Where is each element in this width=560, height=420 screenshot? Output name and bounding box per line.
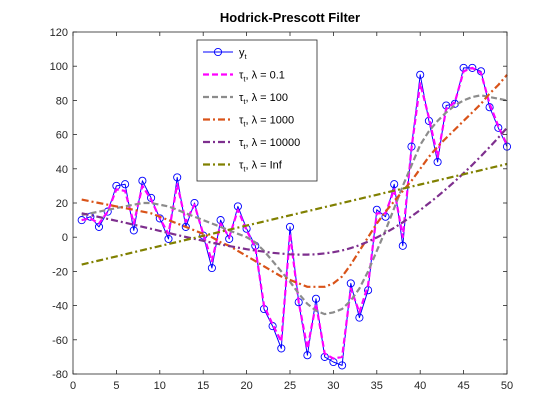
legend-label-1: τt, λ = 0.1 bbox=[239, 70, 285, 84]
data-point bbox=[138, 176, 147, 185]
x-tick-label: 0 bbox=[70, 380, 76, 392]
x-tick-label: 35 bbox=[371, 380, 383, 392]
x-tick-label: 50 bbox=[501, 380, 513, 392]
data-point bbox=[398, 241, 407, 250]
data-point bbox=[155, 214, 164, 223]
legend-label-2: τt, λ = 100 bbox=[239, 92, 288, 106]
legend-label-4: τt, λ = 10000 bbox=[239, 137, 300, 151]
ticks-layer: 0 5 10 15 20 25 30 35 40 45 50 -80 -60 -40 -20 0 20 40 60 8… bbox=[50, 27, 513, 392]
x-tick-label: 25 bbox=[284, 380, 296, 392]
series-1-line bbox=[81, 66, 508, 360]
legend: yt τt, λ = 0.1 τt, λ = 100 τt, λ = 1000 τt, … bbox=[196, 39, 318, 182]
data-point bbox=[173, 173, 182, 182]
y-tick-label: -20 bbox=[52, 266, 68, 278]
y-tick-label: 120 bbox=[50, 27, 68, 39]
series-4 bbox=[81, 127, 508, 256]
series-5-line bbox=[81, 162, 508, 266]
series-layer bbox=[77, 63, 512, 370]
data-point bbox=[416, 70, 425, 79]
series-3 bbox=[81, 74, 508, 288]
series-5 bbox=[81, 162, 508, 266]
y-tick-label: 100 bbox=[50, 61, 68, 73]
data-point bbox=[121, 180, 130, 189]
series-4-line bbox=[81, 127, 508, 256]
series-2-line bbox=[81, 94, 508, 316]
series-1 bbox=[81, 66, 508, 360]
y-tick-label: 60 bbox=[56, 130, 68, 142]
data-point bbox=[164, 234, 173, 243]
chart-title: Hodrick-Prescott Filter bbox=[220, 10, 360, 25]
x-tick-label: 20 bbox=[240, 380, 252, 392]
y-tick-label: -80 bbox=[52, 369, 68, 381]
data-point bbox=[181, 222, 190, 231]
x-tick-label: 10 bbox=[154, 380, 166, 392]
data-point bbox=[390, 180, 399, 189]
x-tick-label: 5 bbox=[113, 380, 119, 392]
data-point bbox=[207, 263, 216, 273]
x-tick-label: 30 bbox=[327, 380, 339, 392]
y-tick-label: 80 bbox=[56, 95, 68, 107]
data-point bbox=[346, 279, 355, 288]
legend-box bbox=[196, 39, 318, 182]
y-tick-label: -60 bbox=[52, 335, 68, 347]
y-tick-label: -40 bbox=[52, 301, 68, 313]
series-3-line bbox=[81, 74, 508, 288]
data-point bbox=[311, 294, 321, 303]
legend-label-5: τt, λ = Inf bbox=[239, 160, 283, 174]
data-point bbox=[277, 344, 286, 353]
data-point bbox=[468, 63, 477, 72]
data-point bbox=[129, 226, 138, 235]
x-tick-label: 40 bbox=[414, 380, 426, 392]
legend-label-3: τt, λ = 1000 bbox=[239, 115, 294, 129]
legend-marker bbox=[213, 47, 223, 57]
data-point bbox=[303, 351, 312, 360]
legend-label-0: yt bbox=[239, 47, 248, 61]
data-point bbox=[485, 103, 494, 112]
data-point bbox=[338, 361, 347, 370]
y-tick-label: 40 bbox=[56, 164, 68, 176]
y-tick-label: 20 bbox=[56, 198, 68, 210]
y-tick-label: 0 bbox=[62, 232, 68, 244]
x-tick-label: 45 bbox=[457, 380, 469, 392]
series-2 bbox=[81, 94, 508, 316]
data-point bbox=[86, 212, 95, 221]
data-point bbox=[285, 222, 295, 231]
x-tick-label: 15 bbox=[197, 380, 209, 392]
data-point bbox=[433, 157, 442, 167]
data-point bbox=[355, 313, 364, 322]
